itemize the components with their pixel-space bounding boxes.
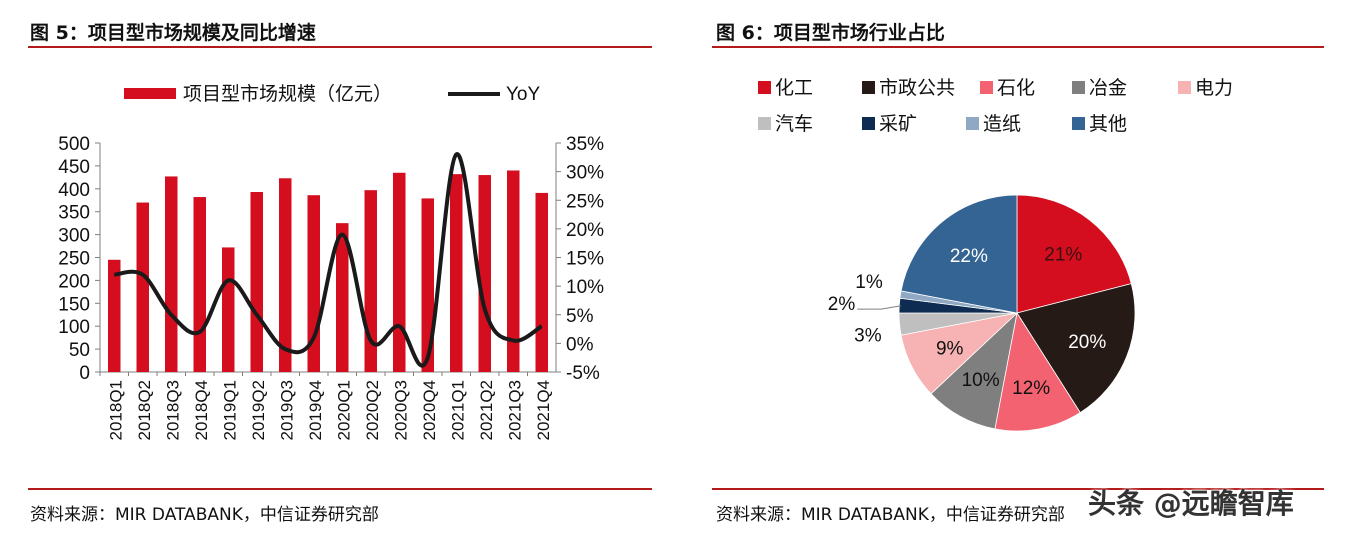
bar-2019Q2 xyxy=(250,192,263,372)
x-tick-label: 2018Q4 xyxy=(192,380,211,441)
source-right: 资料来源：MIR DATABANK，中信证券研究部 xyxy=(716,505,1065,525)
slice-label-市政公共: 20% xyxy=(1068,332,1106,353)
y-left-tick-label: 150 xyxy=(58,294,90,315)
slice-市政公共 xyxy=(1016,283,1136,414)
x-tick-label: 2020Q3 xyxy=(391,380,410,441)
y-left-tick-label: 250 xyxy=(58,249,90,270)
legend-swatch-0 xyxy=(758,81,771,94)
slice-label-采矿: 2% xyxy=(828,294,856,315)
title-rule-left xyxy=(28,46,652,48)
bar-2018Q1 xyxy=(108,259,121,372)
legend-label-4: 电力 xyxy=(1195,77,1233,99)
x-tick-label: 2021Q2 xyxy=(477,380,496,441)
legend-swatch-4 xyxy=(1178,81,1191,94)
x-tick-label: 2018Q1 xyxy=(106,380,125,441)
source-left: 资料来源：MIR DATABANK，中信证券研究部 xyxy=(30,505,379,525)
legend-swatch-2 xyxy=(980,81,993,94)
legend-swatch-7 xyxy=(966,117,979,130)
x-tick-label: 2020Q2 xyxy=(363,380,382,441)
y-left-tick-label: 400 xyxy=(58,180,90,201)
y-right-tick-label: 15% xyxy=(566,249,604,270)
y-right-tick-label: 10% xyxy=(566,277,604,298)
y-left-tick-label: 200 xyxy=(58,271,90,292)
x-tick-label: 2019Q1 xyxy=(220,380,239,441)
legend-bar-label: 项目型市场规模（亿元） xyxy=(183,83,392,105)
pie-chart-title: 图 6：项目型市场行业占比 xyxy=(716,22,945,44)
legend-label-0: 化工 xyxy=(775,77,813,99)
yoy-line xyxy=(114,152,543,368)
y-left-tick-label: 300 xyxy=(58,226,90,247)
legend-swatch-1 xyxy=(862,81,875,94)
slice-label-冶金: 10% xyxy=(962,370,1000,391)
bar-2018Q4 xyxy=(193,197,206,372)
bar-2021Q1 xyxy=(450,174,463,372)
x-tick-label: 2021Q1 xyxy=(448,380,467,441)
y-right-tick-label: 5% xyxy=(566,306,594,327)
x-tick-label: 2021Q3 xyxy=(505,380,524,441)
bar-2021Q3 xyxy=(507,170,520,372)
slice-label-化工: 21% xyxy=(1044,244,1082,265)
y-left-tick-label: 450 xyxy=(58,157,90,178)
x-tick-label: 2018Q3 xyxy=(163,380,182,441)
x-tick-label: 2018Q2 xyxy=(135,380,154,441)
bar-2020Q4 xyxy=(421,198,434,372)
bar-2021Q4 xyxy=(535,192,548,372)
slice-label-石化: 12% xyxy=(1012,378,1050,399)
watermark-text: 头条 @远瞻智库 xyxy=(1088,487,1294,520)
legend-label-6: 采矿 xyxy=(879,113,917,135)
legend-swatch-8 xyxy=(1072,117,1085,130)
y-left-tick-label: 100 xyxy=(58,317,90,338)
source-rule-right xyxy=(712,488,1324,490)
title-rule-right xyxy=(712,46,1324,48)
slice-label-其他: 22% xyxy=(950,246,988,267)
legend-line-label: YoY xyxy=(506,84,540,105)
bar-2019Q1 xyxy=(222,247,235,372)
bar-chart-title: 图 5：项目型市场规模及同比增速 xyxy=(30,22,316,44)
legend-label-2: 石化 xyxy=(997,77,1035,99)
legend-swatch-3 xyxy=(1072,81,1085,94)
bar-2018Q3 xyxy=(165,176,178,372)
bar-2020Q1 xyxy=(336,223,349,372)
y-right-tick-label: 20% xyxy=(566,220,604,241)
slice-其他 xyxy=(900,194,1018,314)
y-right-tick-label: 0% xyxy=(566,334,594,355)
y-right-tick-label: 30% xyxy=(566,163,604,184)
y-left-tick-label: 50 xyxy=(69,340,90,361)
legend-label-1: 市政公共 xyxy=(879,77,955,99)
slice-label-汽车: 3% xyxy=(854,325,882,346)
leader-line-采矿 xyxy=(857,305,902,310)
x-tick-label: 2019Q3 xyxy=(277,380,296,441)
bar-line-chart: 项目型市场规模（亿元） YoY 05010015020025030035040045… xyxy=(58,83,604,441)
y-left-tick-label: 500 xyxy=(58,134,90,155)
x-tick-label: 2021Q4 xyxy=(534,380,553,441)
slice-label-造纸: 1% xyxy=(855,272,883,293)
legend-label-8: 其他 xyxy=(1089,113,1127,135)
slice-化工 xyxy=(1016,194,1132,314)
bar-2021Q2 xyxy=(478,175,491,372)
x-tick-label: 2020Q4 xyxy=(420,380,439,441)
slice-石化 xyxy=(994,311,1081,432)
slice-冶金 xyxy=(930,311,1018,430)
source-rule-left xyxy=(28,488,652,490)
legend-label-7: 造纸 xyxy=(983,113,1021,135)
bar-2019Q3 xyxy=(279,178,292,372)
bar-2018Q2 xyxy=(136,202,149,372)
legend-label-3: 冶金 xyxy=(1089,77,1127,99)
bar-2020Q3 xyxy=(393,172,406,372)
y-left-tick-label: 350 xyxy=(58,203,90,224)
legend-swatch-6 xyxy=(862,117,875,130)
y-right-tick-label: -5% xyxy=(566,363,600,384)
legend-swatch-5 xyxy=(758,117,771,130)
slice-label-电力: 9% xyxy=(936,338,964,359)
y-right-tick-label: 25% xyxy=(566,191,604,212)
x-tick-label: 2019Q2 xyxy=(249,380,268,441)
x-tick-label: 2019Q4 xyxy=(306,380,325,441)
x-tick-label: 2020Q1 xyxy=(334,380,353,441)
y-left-tick-label: 0 xyxy=(79,363,90,384)
legend-label-5: 汽车 xyxy=(775,113,813,135)
y-right-tick-label: 35% xyxy=(566,134,604,155)
legend-bar-swatch xyxy=(124,88,176,99)
